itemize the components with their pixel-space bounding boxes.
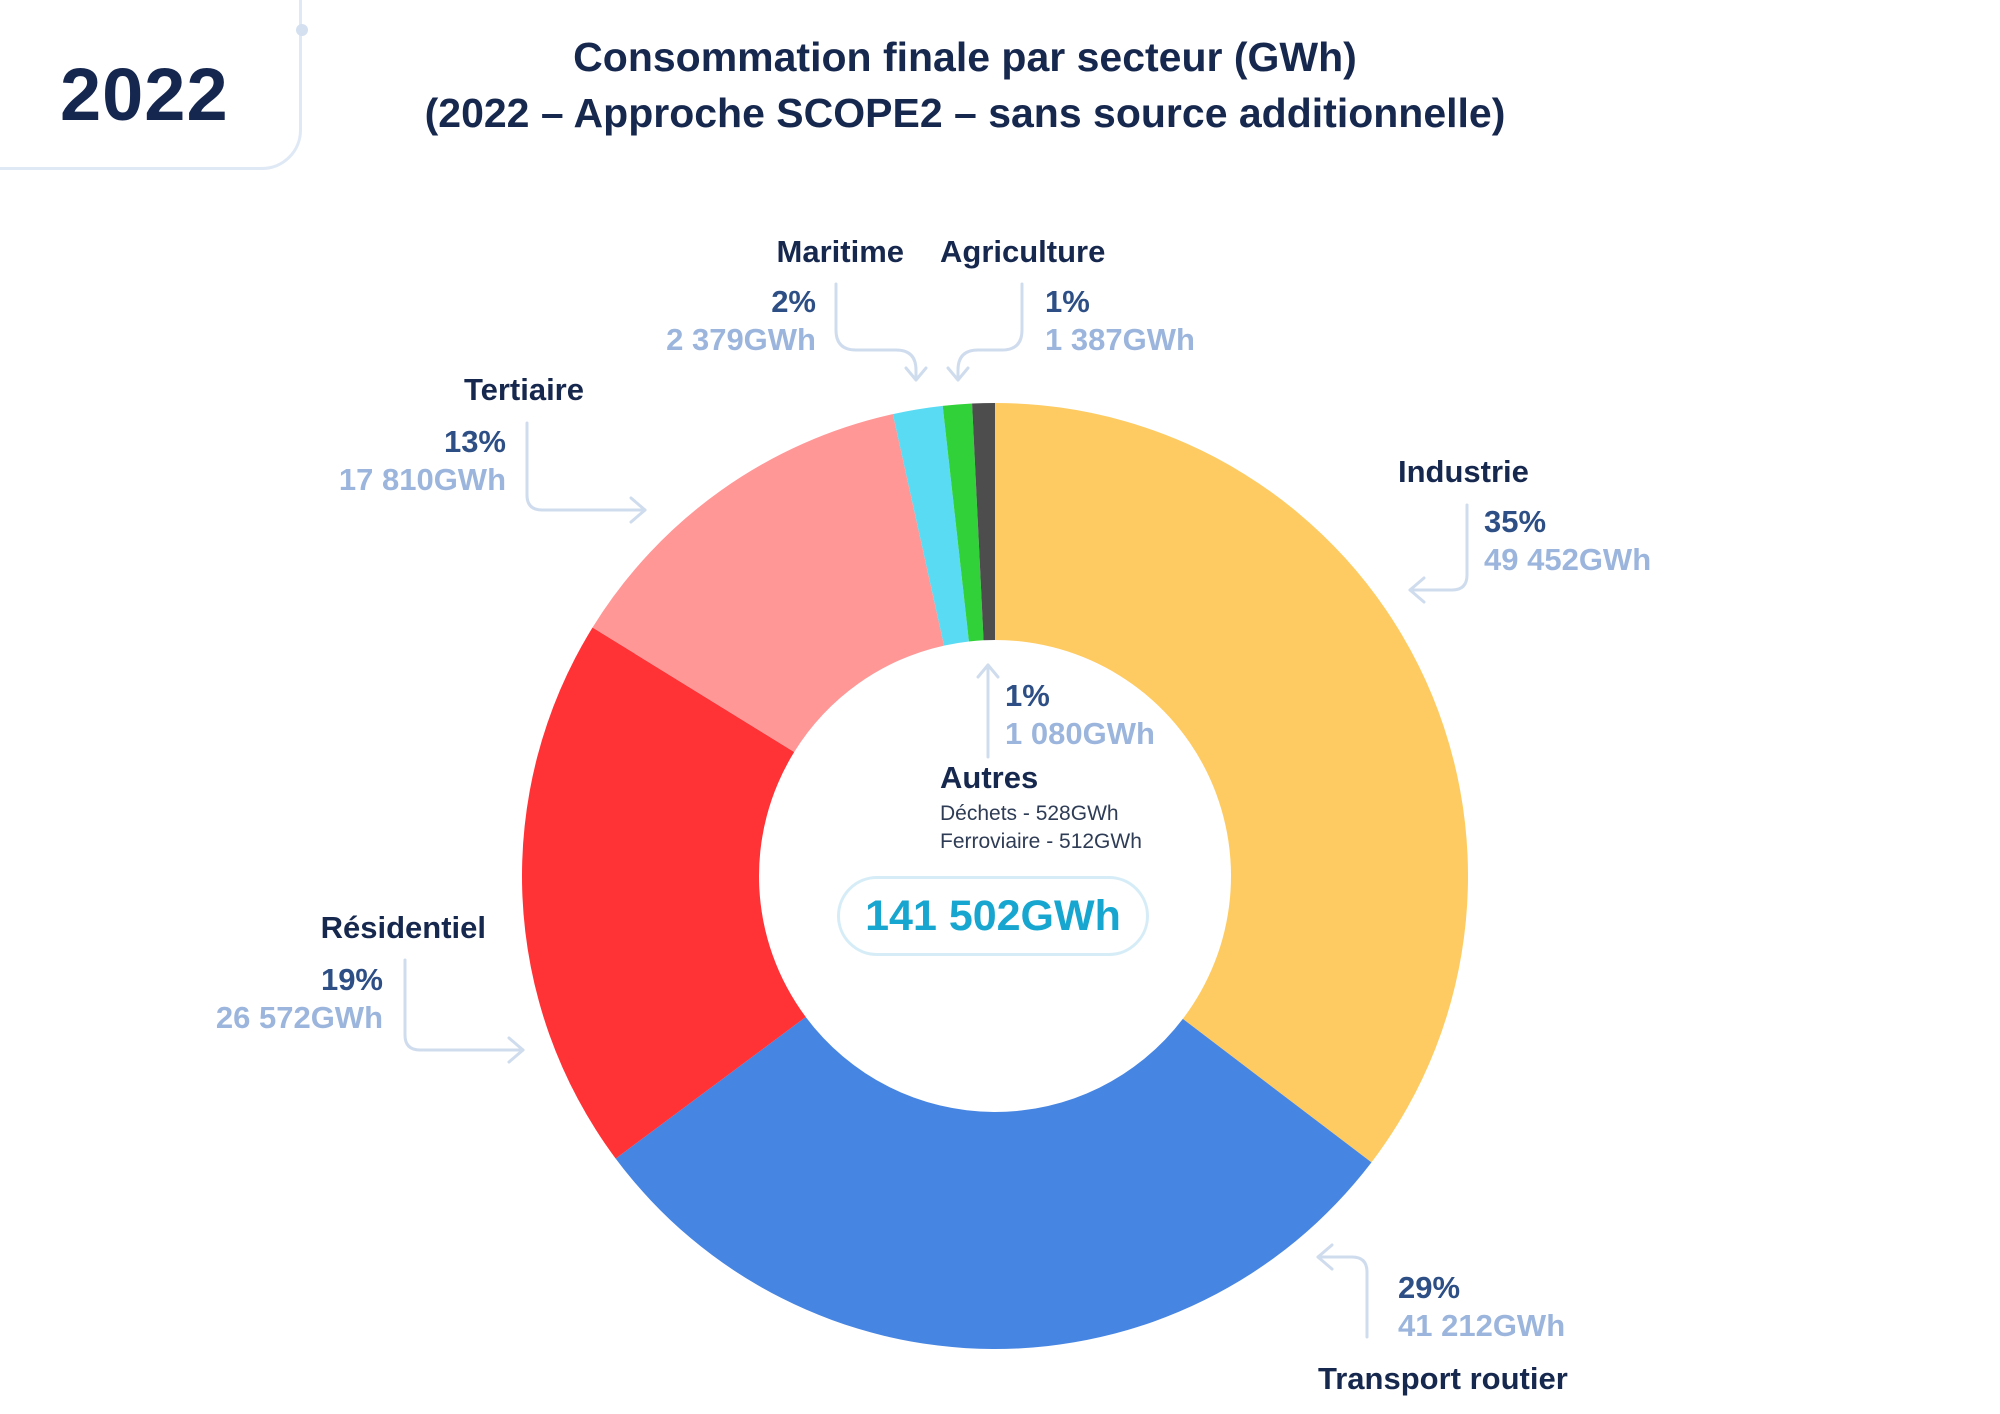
connector-residentiel bbox=[403, 958, 525, 1052]
label-tertiaire-value: 17 810GWh bbox=[338, 462, 506, 497]
connector-industrie-arrow bbox=[1408, 576, 1426, 604]
label-maritime-name: Maritime bbox=[776, 234, 904, 269]
label-agriculture-value: 1 387GWh bbox=[1045, 322, 1195, 357]
label-industrie-name: Industrie bbox=[1398, 454, 1529, 489]
connector-tertiaire-arrow bbox=[629, 496, 647, 524]
label-residentiel-name: Résidentiel bbox=[320, 910, 486, 945]
label-maritime-value: 2 379GWh bbox=[666, 322, 816, 357]
label-transport-value: 41 212GWh bbox=[1398, 1308, 1566, 1343]
label-tertiaire-name: Tertiaire bbox=[463, 372, 584, 407]
chart-title: Consommation finale par secteur (GWh) bbox=[573, 34, 1357, 80]
label-autres-name: Autres bbox=[940, 760, 1039, 795]
label-tertiaire-pct: 13% bbox=[443, 424, 506, 459]
slice-r-sidentiel bbox=[522, 627, 806, 1159]
slice-maritime bbox=[892, 405, 969, 646]
connector-maritime-arrow bbox=[904, 366, 928, 382]
connector-transport-arrow bbox=[1316, 1243, 1334, 1271]
connector-tertiaire bbox=[525, 421, 647, 512]
label-industrie-pct: 35% bbox=[1484, 504, 1547, 539]
year-frame bbox=[0, 0, 302, 170]
label-autres-pct: 1% bbox=[1005, 678, 1050, 713]
label-industrie-value: 49 452GWh bbox=[1484, 542, 1652, 577]
label-connectors bbox=[403, 282, 1469, 1339]
label-autres-detail-ferroviaire: Ferroviaire - 512GWh bbox=[940, 830, 1142, 853]
slice-transport-routier bbox=[615, 1016, 1372, 1349]
connector-residentiel-arrow bbox=[507, 1036, 525, 1064]
year-frame-dot bbox=[296, 24, 308, 36]
label-autres-detail-dechets: Déchets - 528GWh bbox=[940, 802, 1119, 825]
label-transport-pct: 29% bbox=[1398, 1270, 1461, 1305]
slice-autres bbox=[972, 403, 995, 641]
donut-slices bbox=[522, 403, 1468, 1349]
label-agriculture-name: Agriculture bbox=[940, 234, 1106, 269]
label-residentiel-pct: 19% bbox=[320, 962, 383, 997]
label-maritime-pct: 2% bbox=[771, 284, 816, 319]
slice-tertiaire bbox=[592, 414, 945, 753]
slice-industrie bbox=[995, 403, 1468, 1163]
total-badge: 141 502GWh bbox=[837, 876, 1149, 956]
slice-agriculture bbox=[942, 403, 984, 642]
chart-subtitle: (2022 – Approche SCOPE2 – sans source ad… bbox=[424, 90, 1506, 136]
label-residentiel-value: 26 572GWh bbox=[215, 1000, 383, 1035]
connector-agriculture bbox=[956, 282, 1024, 382]
label-agriculture-pct: 1% bbox=[1045, 284, 1090, 319]
year-label: 2022 bbox=[60, 53, 229, 136]
label-autres-value: 1 080GWh bbox=[1005, 716, 1155, 751]
connector-transport bbox=[1316, 1255, 1369, 1339]
label-transport-name: Transport routier bbox=[1318, 1361, 1568, 1396]
connector-autres-arrow bbox=[976, 663, 1000, 679]
connector-agriculture-arrow bbox=[946, 366, 970, 382]
connector-industrie bbox=[1408, 503, 1469, 592]
connector-maritime bbox=[834, 282, 918, 382]
